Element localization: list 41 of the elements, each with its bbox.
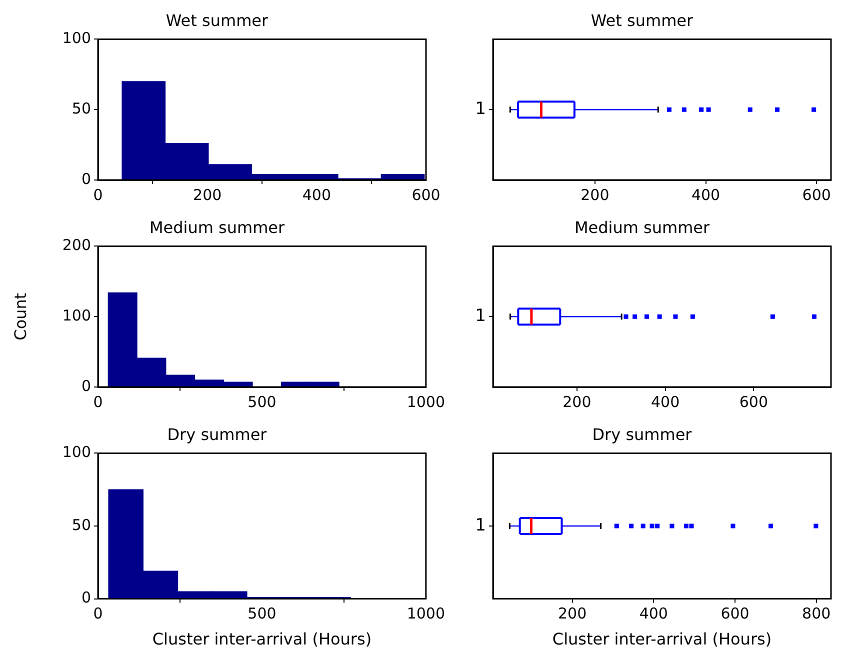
x-tick-label: 400 [639,604,668,623]
x-tick-label: 200 [193,186,222,204]
x-axis-title: Cluster inter-arrival (Hours) [152,630,372,649]
y-tick-label: 0 [81,588,91,607]
chart-title: Dry summer [592,424,692,444]
x-tick-label: 200 [558,604,587,623]
x-tick-label: 800 [802,604,831,623]
x-tick-label: 600 [412,186,440,204]
x-tick-label: 0 [93,604,103,623]
y-tick-label: 200 [62,236,91,254]
y-axis-title: Count [10,292,30,340]
x-tick-label: 400 [650,392,680,411]
x-tick-label: 500 [248,604,276,623]
x-tick-label: 400 [691,186,720,204]
chart-title: Medium summer [149,218,285,237]
y-tick-label: 100 [62,306,91,324]
chart-title: Wet summer [166,10,268,30]
y-tick-label: 100 [62,29,91,48]
x-tick-label: 600 [802,186,831,204]
y-tick-label: 50 [72,516,91,534]
y-tick-label: 100 [62,443,91,462]
x-tick-label: 200 [562,392,592,411]
x-tick-label: 1000 [406,392,446,411]
chart-title: Medium summer [574,218,710,237]
y-tick-label: 0 [81,376,91,395]
x-tick-label: 500 [248,392,276,411]
x-tick-label: 0 [93,186,103,204]
x-tick-label: 1000 [406,604,446,623]
y-tick-label: 0 [81,170,91,188]
y-tick-label: 1 [475,99,486,120]
y-tick-label: 50 [72,99,91,118]
x-tick-label: 200 [580,186,610,204]
x-tick-label: 600 [720,604,750,623]
x-axis-title: Cluster inter-arrival (Hours) [552,630,772,649]
y-tick-label: 1 [475,306,486,326]
chart-title: Wet summer [590,10,694,30]
x-tick-label: 600 [739,392,768,411]
x-tick-label: 0 [93,392,103,411]
chart-title: Dry summer [167,424,268,444]
x-tick-label: 400 [302,186,331,204]
y-tick-label: 1 [475,515,486,536]
